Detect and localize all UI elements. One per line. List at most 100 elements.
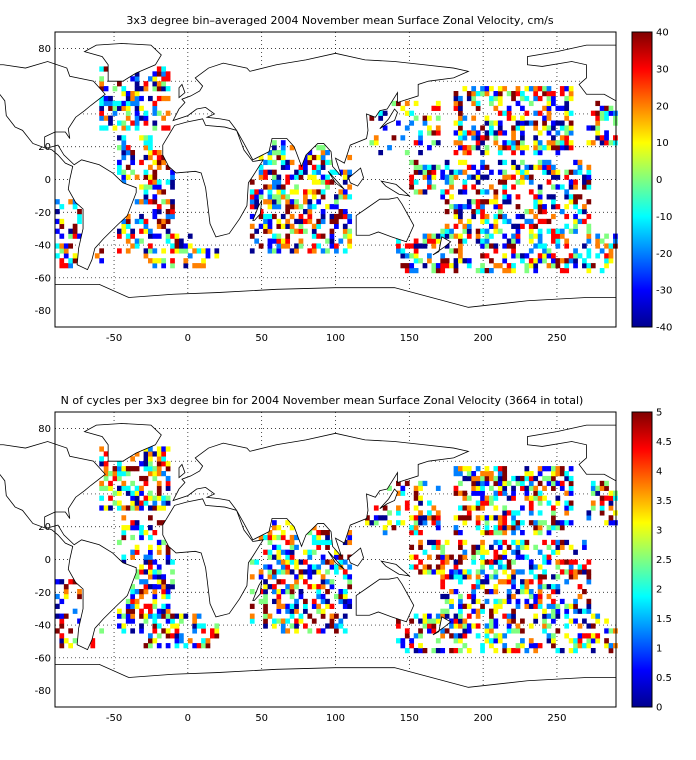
data-bin bbox=[156, 189, 162, 195]
data-bin bbox=[272, 199, 277, 205]
data-bin bbox=[258, 194, 264, 200]
data-bin bbox=[458, 579, 463, 585]
data-bin bbox=[152, 248, 158, 254]
data-bin bbox=[347, 228, 353, 234]
data-bin bbox=[418, 243, 423, 249]
data-bin bbox=[551, 643, 556, 649]
data-bin bbox=[555, 140, 561, 146]
data-bin bbox=[347, 539, 353, 546]
data-bin bbox=[276, 593, 282, 600]
data-bin bbox=[537, 593, 543, 600]
data-bin bbox=[453, 485, 459, 491]
data-bin bbox=[515, 510, 521, 516]
data-bin bbox=[307, 530, 313, 536]
data-bin bbox=[497, 559, 503, 565]
data-bin bbox=[263, 174, 268, 180]
data-bin bbox=[117, 145, 122, 151]
data-bin bbox=[537, 86, 543, 92]
data-bin bbox=[320, 209, 326, 215]
data-bin bbox=[559, 184, 565, 190]
data-bin bbox=[511, 475, 516, 482]
data-bin bbox=[551, 618, 556, 624]
data-bin bbox=[559, 268, 565, 274]
data-bin bbox=[289, 613, 295, 619]
data-bin bbox=[542, 613, 547, 619]
data-bin bbox=[551, 608, 556, 614]
data-bin bbox=[294, 248, 299, 254]
data-bin bbox=[480, 174, 485, 180]
data-bin bbox=[289, 593, 295, 600]
data-bin bbox=[311, 233, 317, 239]
data-bin bbox=[524, 174, 530, 180]
data-bin bbox=[347, 564, 353, 570]
data-bin bbox=[325, 159, 330, 166]
data-bin bbox=[604, 110, 609, 116]
data-bin bbox=[387, 510, 392, 516]
data-bin bbox=[542, 105, 547, 111]
data-bin bbox=[435, 613, 441, 619]
data-bin bbox=[568, 500, 574, 506]
data-bin bbox=[555, 169, 561, 175]
data-bin bbox=[506, 623, 512, 629]
data-bin bbox=[413, 613, 419, 619]
data-bin bbox=[285, 179, 291, 185]
data-bin bbox=[210, 628, 215, 634]
data-bin bbox=[183, 613, 189, 619]
data-bin bbox=[99, 446, 105, 452]
data-bin bbox=[435, 115, 441, 121]
data-bin bbox=[68, 628, 74, 634]
data-bin bbox=[480, 480, 485, 487]
data-bin bbox=[378, 150, 384, 156]
data-bin bbox=[542, 569, 547, 575]
data-bin bbox=[475, 520, 481, 526]
data-bin bbox=[484, 480, 490, 487]
data-bin bbox=[564, 194, 570, 200]
data-bin bbox=[449, 598, 454, 605]
data-bin bbox=[72, 638, 78, 644]
data-bin bbox=[125, 490, 131, 496]
data-bin bbox=[280, 603, 286, 609]
data-bin bbox=[502, 505, 508, 511]
data-bin bbox=[303, 228, 308, 234]
data-bin bbox=[493, 120, 499, 126]
data-bin bbox=[170, 204, 175, 210]
data-bin bbox=[400, 643, 406, 649]
data-bin bbox=[249, 194, 255, 200]
data-bin bbox=[475, 549, 481, 555]
data-bin bbox=[289, 584, 295, 590]
data-bin bbox=[542, 608, 547, 614]
data-bin bbox=[108, 95, 113, 102]
data-bin bbox=[196, 623, 202, 629]
data-bin bbox=[143, 480, 149, 487]
data-bin bbox=[493, 525, 499, 531]
data-bin bbox=[466, 218, 472, 225]
data-bin bbox=[280, 530, 286, 536]
data-bin bbox=[307, 613, 313, 619]
data-bin bbox=[134, 125, 140, 131]
data-bin bbox=[586, 569, 592, 575]
data-bin bbox=[497, 130, 503, 136]
data-bin bbox=[577, 608, 583, 614]
data-bin bbox=[573, 204, 578, 210]
data-bin bbox=[63, 248, 69, 254]
data-bin bbox=[462, 569, 468, 575]
data-bin bbox=[258, 189, 264, 195]
data-bin bbox=[338, 623, 344, 629]
data-bin bbox=[325, 539, 330, 546]
data-bin bbox=[506, 115, 512, 121]
data-bin bbox=[546, 115, 552, 121]
data-bin bbox=[568, 194, 574, 200]
data-bin bbox=[506, 525, 512, 531]
data-bin bbox=[134, 520, 140, 526]
data-bin bbox=[280, 243, 286, 249]
data-bin bbox=[546, 140, 552, 146]
data-bin bbox=[152, 466, 158, 472]
data-bin bbox=[152, 475, 158, 482]
data-bin bbox=[320, 554, 326, 560]
data-bin bbox=[515, 204, 521, 210]
data-bin bbox=[453, 589, 459, 595]
data-bin bbox=[528, 209, 534, 215]
data-bin bbox=[524, 95, 530, 102]
data-bin bbox=[320, 159, 326, 166]
data-bin bbox=[484, 530, 490, 536]
